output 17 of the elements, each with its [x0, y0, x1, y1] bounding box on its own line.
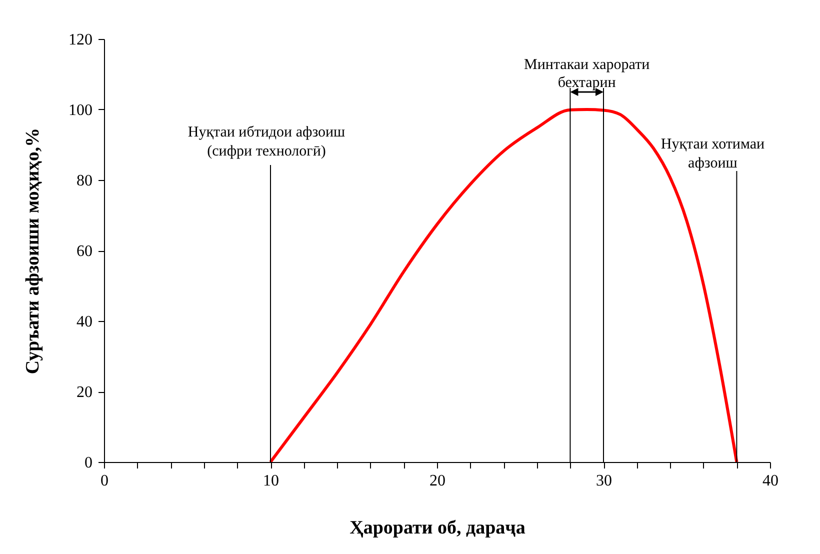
x-tick-label: 10 [263, 472, 279, 490]
y-tick-label: 120 [68, 32, 92, 48]
y-tick-label: 60 [76, 243, 92, 260]
y-axis-title: Суръати афзоиши моҳиҳо,% [22, 128, 44, 374]
y-tick-label: 80 [76, 172, 92, 190]
y-tick-label: 40 [76, 314, 92, 330]
x-tick-label: 0 [100, 472, 108, 490]
y-tick-label: 100 [68, 102, 92, 119]
y-tick-label: 20 [76, 384, 92, 401]
annotation: Минтакаи харорати бехтарин [524, 57, 650, 91]
x-tick-label: 20 [430, 472, 446, 490]
x-axis-title: Ҳарорати об, дараҷа [350, 518, 526, 538]
ref-line-label: Нуқтаи хотимаи афзоиш [660, 136, 765, 172]
y-tick-label: 0 [84, 454, 92, 472]
x-tick-label: 40 [762, 472, 778, 490]
x-tick-label: 30 [596, 472, 612, 490]
ref-line-label: Нуқтаи ибтидои афзоиш (сифри технологӣ) [188, 124, 346, 160]
